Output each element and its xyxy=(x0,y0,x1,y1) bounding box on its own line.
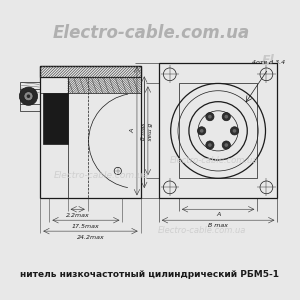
Circle shape xyxy=(27,94,30,98)
Circle shape xyxy=(24,92,33,101)
Circle shape xyxy=(200,129,203,133)
Text: 17.5max: 17.5max xyxy=(72,224,100,229)
Bar xyxy=(159,63,278,198)
Circle shape xyxy=(198,127,206,135)
Circle shape xyxy=(222,112,230,121)
Circle shape xyxy=(206,141,214,149)
Text: 4отв d 3.4: 4отв d 3.4 xyxy=(252,60,285,65)
Bar xyxy=(40,66,141,198)
Circle shape xyxy=(233,129,236,133)
Circle shape xyxy=(208,115,212,119)
Circle shape xyxy=(222,141,230,149)
Text: Electro-cable.com.ua: Electro-cable.com.ua xyxy=(169,156,258,165)
Circle shape xyxy=(230,127,238,135)
Text: B max: B max xyxy=(146,123,151,140)
Text: A: A xyxy=(216,212,220,217)
Text: 24.2max: 24.2max xyxy=(76,235,104,240)
Text: El: El xyxy=(262,54,274,67)
Bar xyxy=(179,83,257,178)
Circle shape xyxy=(19,87,38,105)
Circle shape xyxy=(224,115,228,119)
Text: нитель низкочастотный цилиндрический РБМ5-1: нитель низкочастотный цилиндрический РБМ… xyxy=(20,269,279,278)
Circle shape xyxy=(206,112,214,121)
Bar xyxy=(43,94,68,144)
Bar xyxy=(20,82,40,111)
Bar xyxy=(40,66,141,77)
Text: B max: B max xyxy=(141,122,146,140)
Text: Electro-cable.com.ua: Electro-cable.com.ua xyxy=(53,24,250,42)
Text: Electro-cable.com.ua: Electro-cable.com.ua xyxy=(158,226,246,235)
Text: A: A xyxy=(130,129,135,133)
Text: Electro-cable.com.ua: Electro-cable.com.ua xyxy=(54,171,149,180)
Circle shape xyxy=(208,143,212,147)
Text: 2.2max: 2.2max xyxy=(66,213,90,218)
Circle shape xyxy=(224,143,228,147)
Text: B max: B max xyxy=(208,223,228,228)
